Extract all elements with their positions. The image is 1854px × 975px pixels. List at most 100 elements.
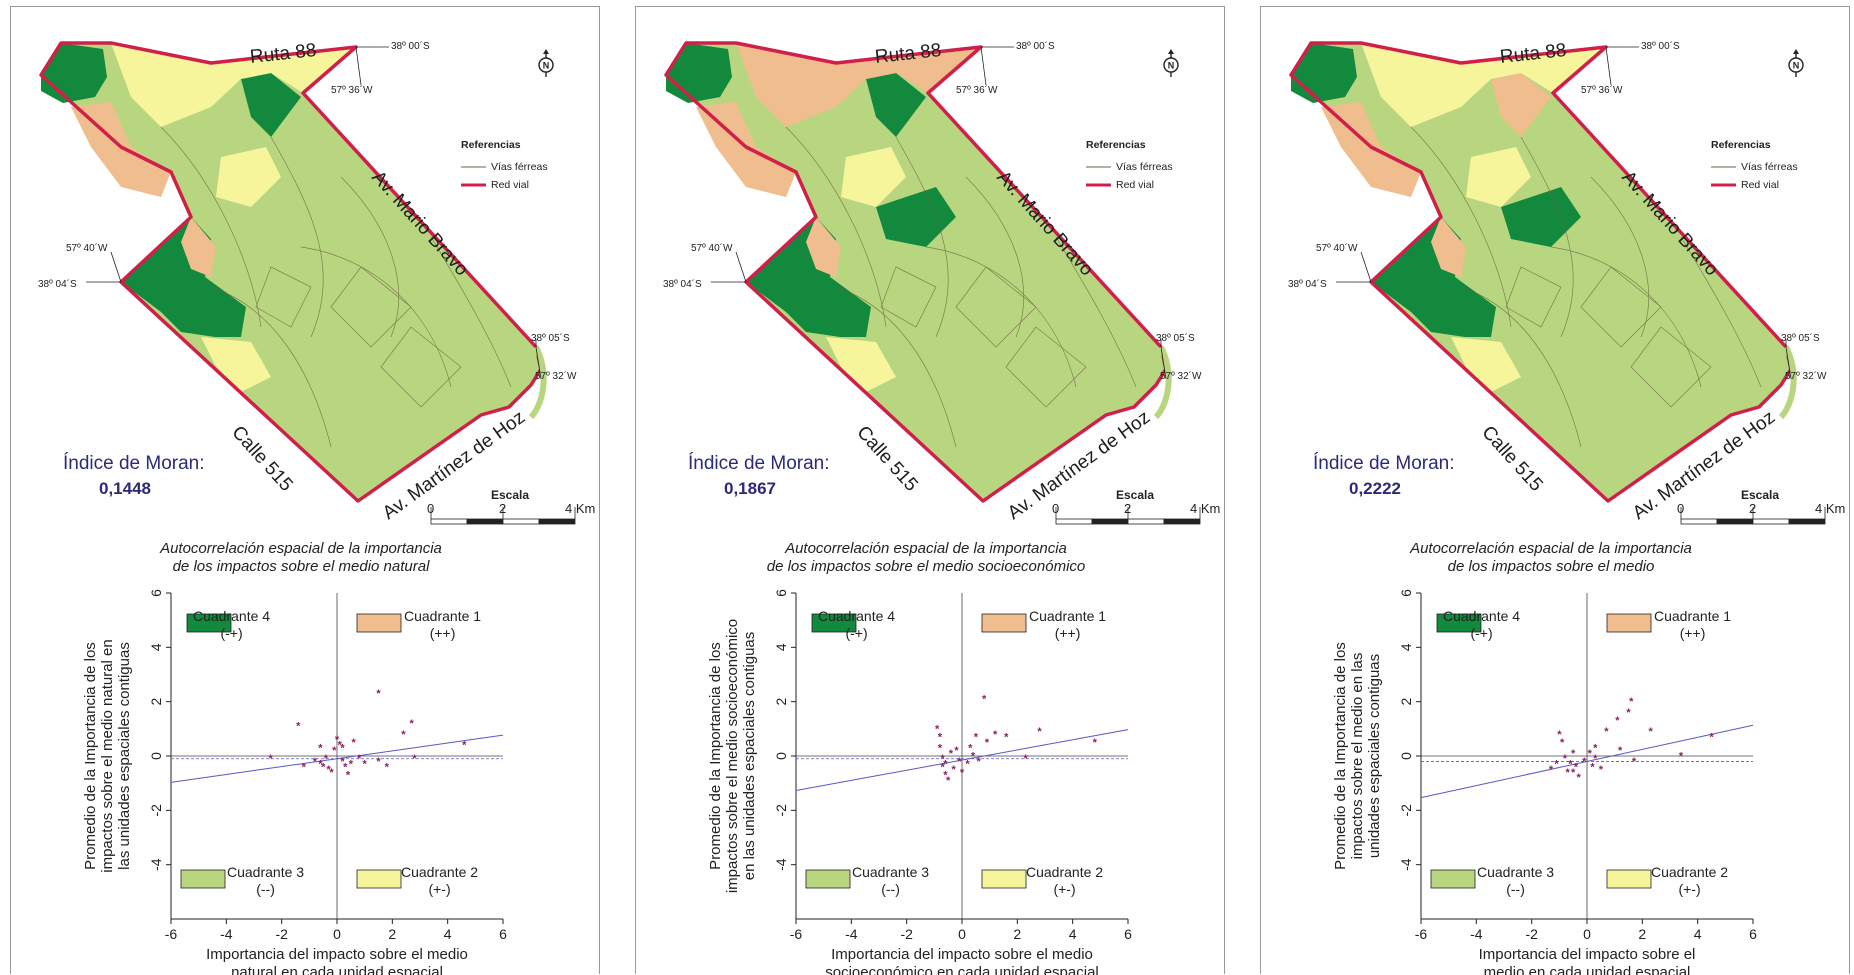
internal-boundaries [160, 126, 512, 448]
y-tick-label: 6 [148, 589, 164, 597]
data-point: * [313, 756, 318, 768]
data-point: * [974, 731, 979, 743]
quadrant-2-swatch [1606, 869, 1652, 889]
quadrant-3-sign: (--) [1506, 881, 1525, 897]
quadrant-1-label: Cuadrante 1 (++) [1029, 608, 1106, 642]
data-point: * [335, 734, 340, 746]
data-point: * [982, 693, 987, 705]
y-tick-label: 2 [1398, 698, 1414, 706]
data-point: * [976, 756, 981, 768]
y-axis-label-line2: impactos sobre el medio socioeconómico [724, 619, 741, 893]
data-point: * [340, 756, 345, 768]
quadrant-1-swatch [1606, 613, 1652, 633]
scale-bar [1680, 507, 1826, 525]
x-tick-label: -2 [275, 926, 288, 942]
data-point: * [1582, 756, 1587, 768]
coord-label-lon2: 57º 40´W [1316, 243, 1358, 254]
quadrant-3-name: Cuadrante 3 [852, 864, 930, 880]
data-point: * [462, 740, 467, 752]
scale-label-2: 2 [1124, 501, 1132, 516]
zone-q4-center [1501, 187, 1581, 247]
y-axis-label-line1: Promedio de la Importancia de los [82, 642, 99, 870]
legend-road-label: Red vial [1741, 179, 1779, 191]
quadrant-2-swatch [981, 869, 1027, 889]
zone-q2-south [826, 337, 896, 392]
scale-label-0: 0 [1677, 501, 1685, 516]
data-point: * [321, 761, 326, 773]
y-tick-label: 4 [773, 643, 789, 651]
scale-title: Escala [1741, 488, 1780, 502]
scale-bar [430, 507, 576, 525]
zone-q4-north [1491, 73, 1551, 137]
data-point: * [957, 756, 962, 768]
quadrant-4-sign: (-+) [220, 625, 243, 641]
study-area-map [39, 41, 547, 503]
data-point: * [268, 753, 273, 765]
data-point: * [952, 764, 957, 776]
quadrant-1-swatch [356, 613, 402, 633]
y-tick-label: 6 [1398, 589, 1414, 597]
data-point: * [346, 770, 351, 782]
coord-label-lat1: 38º 00´S [1641, 41, 1680, 52]
quadrant-1-swatch [981, 613, 1027, 633]
legend-road-label: Red vial [491, 179, 529, 191]
coord-label-lat3: 38º 05´S [1156, 333, 1195, 344]
data-point: * [1571, 748, 1576, 760]
scale-title: Escala [1116, 488, 1155, 502]
data-point: * [1571, 767, 1576, 779]
zone-q4-southwest [1371, 217, 1496, 337]
quadrant-1-name: Cuadrante 1 [1654, 608, 1732, 624]
quadrant-3-label: Cuadrante 3 (--) [1477, 864, 1554, 898]
zone-q2-center [1466, 147, 1531, 207]
chart-title: Autocorrelación espacial de la importanc… [101, 540, 501, 576]
moran-index-label: Índice de Moran: [63, 453, 205, 474]
map-base-q3 [1291, 43, 1791, 501]
data-point: * [1568, 759, 1573, 771]
y-tick-label: 4 [148, 643, 164, 651]
moran-index-value: 0,2222 [1349, 479, 1401, 498]
scale-title: Escala [491, 488, 530, 502]
data-point: * [938, 731, 943, 743]
x-tick-label: -4 [220, 926, 233, 942]
x-tick-label: -2 [900, 926, 913, 942]
zone-q1-southwest [181, 217, 216, 277]
svg-text:N: N [543, 61, 550, 71]
zone-q1-southwest [1431, 217, 1466, 277]
data-point: * [1023, 753, 1028, 765]
coord-line-lon2 [1360, 251, 1372, 283]
zone-q2-north [736, 43, 981, 127]
regression-line [170, 734, 504, 783]
data-point: * [1563, 753, 1568, 765]
scale-label-4: 4 Km [1190, 501, 1221, 516]
y-tick-label: 2 [773, 698, 789, 706]
moran-index-label: Índice de Moran: [688, 453, 830, 474]
data-point: * [943, 759, 948, 771]
coord-label-lon3: 57º 32´W [1160, 371, 1202, 382]
data-point: * [349, 759, 354, 771]
data-point: * [985, 737, 990, 749]
x-axis-label-line1: Importancia del impacto sobre el [1479, 946, 1696, 963]
coord-label-lat3: 38º 05´S [531, 333, 570, 344]
data-point: * [296, 721, 301, 733]
data-point: * [1593, 742, 1598, 754]
data-point: * [1632, 756, 1637, 768]
internal-boundaries [1410, 126, 1762, 448]
quadrant-2-label: Cuadrante 2 (+-) [1651, 864, 1728, 898]
svg-text:N: N [1168, 61, 1175, 71]
data-point: * [1004, 731, 1009, 743]
data-point: * [1037, 726, 1042, 738]
x-tick-label: -4 [1470, 926, 1483, 942]
zone-q1-southwest [806, 217, 841, 277]
data-point: * [327, 764, 332, 776]
quadrant-3-label: Cuadrante 3 (--) [852, 864, 929, 898]
data-point: * [940, 761, 945, 773]
quadrant-4-swatch [186, 613, 232, 633]
zone-q4-north [241, 73, 301, 137]
data-point: * [993, 729, 998, 741]
quadrant-3-sign: (--) [256, 881, 275, 897]
scale-label-4: 4 Km [565, 501, 596, 516]
data-point: * [324, 753, 329, 765]
data-point: * [1626, 707, 1631, 719]
x-tick-label: -6 [165, 926, 178, 942]
